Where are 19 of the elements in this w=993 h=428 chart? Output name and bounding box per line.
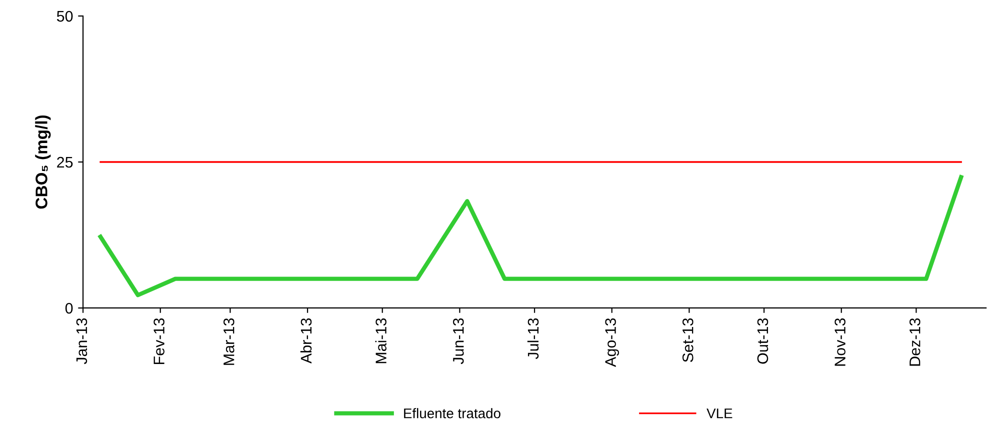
x-tick-label: Mar-13 bbox=[223, 318, 234, 365]
x-tick-label: Mai-13 bbox=[375, 318, 386, 364]
x-tick-label: Out-13 bbox=[757, 318, 768, 364]
x-tick-label: Ago-13 bbox=[605, 318, 619, 367]
x-tick-label: Fev-13 bbox=[154, 318, 164, 364]
x-tick-label: Nov-13 bbox=[834, 318, 846, 366]
x-tick-label: Set-13 bbox=[682, 318, 694, 362]
x-tick-label: Jun-13 bbox=[452, 318, 464, 364]
x-tick-label: Jul-13 bbox=[527, 318, 539, 360]
x-tick-label: Jan-13 bbox=[76, 318, 88, 364]
legend-label: Efluente tratado bbox=[404, 408, 500, 418]
y-tick-label: 0 bbox=[65, 302, 73, 314]
y-axis-title: CBO₅ (mg/l) bbox=[35, 115, 51, 209]
y-tick-label: 50 bbox=[56, 10, 73, 22]
x-tick-label: Dez-13 bbox=[909, 318, 920, 366]
legend-label: VLE bbox=[706, 408, 732, 418]
y-tick-label: 25 bbox=[57, 156, 73, 168]
line-series bbox=[98, 175, 964, 298]
x-tick-label: Abr-13 bbox=[300, 318, 312, 364]
